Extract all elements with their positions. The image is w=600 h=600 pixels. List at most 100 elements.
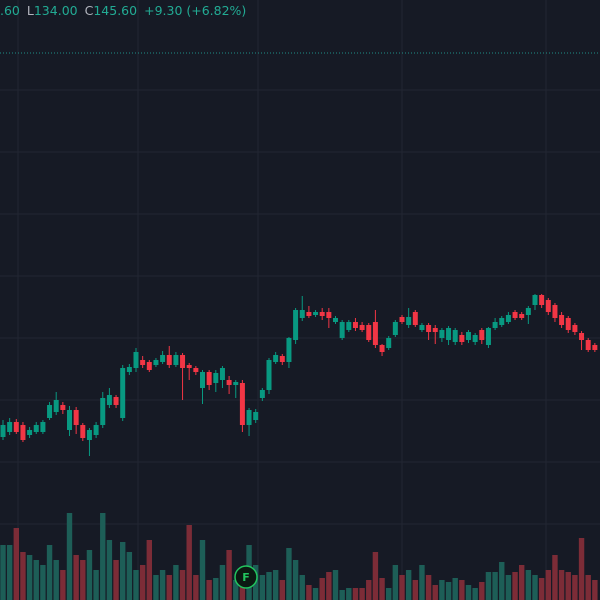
volume-bar [33, 560, 39, 600]
candle-body [226, 380, 232, 385]
candle-body [532, 295, 538, 305]
volume-bar [505, 575, 512, 600]
candle-body [485, 328, 491, 345]
volume-bar [292, 560, 299, 600]
candle-body [419, 325, 425, 330]
candle-body [392, 322, 398, 335]
candle-body [545, 300, 551, 312]
volume-bar [372, 552, 379, 600]
candle-body [505, 315, 511, 322]
candle-body [86, 430, 92, 440]
volume-bar [166, 575, 172, 600]
volume-bar [100, 513, 106, 600]
volume-bar [352, 588, 359, 600]
volume-bar [319, 578, 325, 600]
event-marker[interactable]: F [234, 565, 258, 589]
candle-layer [0, 294, 598, 456]
volume-bar [93, 570, 99, 600]
candle-body [126, 367, 132, 372]
candle-body [153, 360, 159, 365]
candle-body [333, 318, 338, 322]
volume-bar [459, 580, 465, 600]
candle-body [293, 310, 299, 340]
candle-body [479, 330, 485, 340]
candle-body [286, 338, 292, 362]
volume-bar [73, 555, 79, 600]
volume-bar [179, 570, 186, 600]
volume-bar [339, 590, 345, 600]
volume-bar [186, 525, 192, 600]
volume-bar [20, 552, 26, 600]
volume-bar [66, 513, 73, 600]
candle-body [379, 345, 385, 352]
event-label: F [242, 571, 250, 584]
candle-body [67, 410, 72, 430]
candle-body [173, 355, 179, 365]
volume-bar [0, 545, 6, 600]
volume-bar [386, 588, 392, 600]
candle-body [592, 345, 598, 350]
volume-bar [452, 578, 458, 600]
ohlc-value: 145.60 [93, 3, 138, 18]
volume-bar [199, 540, 206, 600]
ohlc-label: L [26, 3, 34, 18]
candle-body [53, 400, 59, 412]
volume-bar [512, 572, 518, 600]
volume-bar [146, 540, 152, 600]
volume-bar [545, 570, 551, 600]
candle-body [239, 383, 245, 425]
candle-body [80, 425, 86, 438]
volume-bar [53, 560, 59, 600]
candle-body [233, 382, 239, 385]
candle-body [273, 355, 279, 362]
volume-bar [405, 570, 412, 600]
candle-body [113, 397, 119, 405]
volume-bar [126, 552, 133, 600]
volume-bar [538, 578, 545, 600]
candle-body [585, 340, 591, 350]
candle-body [266, 360, 272, 390]
volume-bar [419, 565, 425, 600]
candle-body [512, 312, 518, 318]
candle-body [193, 368, 199, 372]
candle-body [160, 355, 166, 362]
volume-bar [272, 570, 279, 600]
volume-bar [139, 565, 146, 600]
volume-bar [432, 585, 438, 600]
candle-body [100, 398, 106, 425]
volume-bar [60, 570, 66, 600]
candle-body [120, 368, 126, 418]
candle-body [352, 322, 358, 328]
volume-bar [86, 550, 93, 600]
candle-body [579, 333, 585, 340]
volume-bar [213, 578, 219, 600]
volume-bar [133, 570, 139, 600]
volume-bar [392, 565, 399, 600]
candle-body [133, 352, 139, 368]
candle-body [386, 338, 392, 348]
candle-body [346, 322, 352, 330]
candle-body [552, 305, 558, 318]
volume-bar [40, 565, 46, 600]
volume-bar [120, 542, 126, 600]
volume-bar [585, 575, 591, 600]
volume-bar [266, 572, 272, 600]
volume-bar [26, 555, 33, 600]
candle-body [219, 368, 225, 380]
volume-bar [226, 550, 232, 600]
candle-body [399, 317, 405, 322]
candle-body [572, 325, 578, 332]
volume-bar [206, 580, 212, 600]
candle-body [20, 425, 26, 440]
volume-bar [472, 588, 478, 600]
volume-bar [113, 560, 119, 600]
candle-body [426, 325, 432, 332]
candle-body [412, 312, 418, 325]
volume-bar [159, 570, 166, 600]
volume-bar [153, 575, 159, 600]
candle-body [359, 325, 365, 330]
candle-body [559, 315, 565, 325]
candle-body [492, 322, 498, 328]
